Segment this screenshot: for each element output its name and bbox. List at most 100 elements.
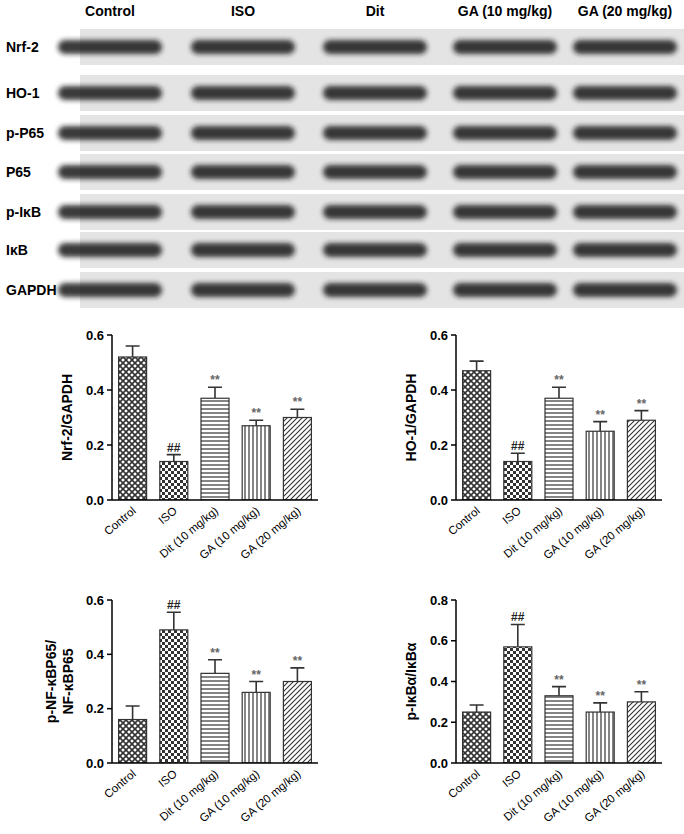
x-axis: [112, 762, 318, 764]
error-bar: [208, 660, 222, 674]
y-axis: [111, 335, 113, 500]
x-axis: [456, 499, 662, 501]
bar: [119, 720, 147, 763]
lane-label: ISO: [231, 3, 255, 19]
band: [573, 283, 677, 297]
plot-area: [463, 361, 656, 500]
bar: [160, 462, 188, 501]
band: [191, 165, 295, 179]
band: [58, 243, 162, 257]
plot-area: [463, 624, 656, 763]
protein-label: HO-1: [6, 85, 40, 101]
blot-strip: [80, 272, 684, 308]
x-axis: [112, 499, 318, 501]
band: [323, 205, 427, 219]
bar: [627, 702, 655, 763]
y-tick-label: 0.0: [86, 756, 104, 771]
y-tick: [451, 640, 456, 642]
band: [323, 283, 427, 297]
blot-strip: [80, 232, 684, 268]
band: [58, 40, 162, 54]
band: [58, 126, 162, 140]
protein-label: Nrf-2: [6, 39, 39, 55]
figure: ControlISODitGA (10 mg/kg)GA (20 mg/kg)N…: [0, 0, 684, 834]
y-tick-label: 0.6: [86, 593, 104, 608]
significance-mark: **: [293, 654, 303, 668]
significance-mark: **: [252, 406, 262, 420]
protein-label: p-P65: [6, 125, 44, 141]
blot-strip: [80, 75, 684, 111]
band: [191, 40, 295, 54]
band: [323, 243, 427, 257]
protein-label: GAPDH: [6, 282, 57, 298]
bar: [627, 420, 655, 500]
y-tick-label: 0.6: [430, 633, 448, 648]
plot-area: [119, 612, 312, 763]
bar: [586, 431, 614, 500]
protein-label: P65: [6, 164, 31, 180]
y-axis-label: Nrf-2/GAPDH: [59, 374, 75, 461]
bar: [242, 692, 270, 763]
y-tick-label: 0.6: [430, 328, 448, 343]
error-bar: [593, 422, 607, 432]
error-bar: [634, 411, 648, 421]
lane-label: Control: [85, 3, 135, 19]
y-tick-label: 0.0: [430, 756, 448, 771]
category-label: Control: [446, 767, 482, 800]
error-bar: [126, 346, 140, 357]
y-tick: [107, 334, 112, 336]
y-tick-label: 0.0: [86, 493, 104, 508]
y-tick-label: 0.6: [86, 328, 104, 343]
significance-mark: ##: [511, 439, 525, 453]
lane-label: Dit: [366, 3, 385, 19]
category-label: ISO: [156, 504, 179, 526]
error-bar: [552, 387, 566, 398]
significance-mark: **: [637, 397, 647, 411]
band: [58, 165, 162, 179]
bar: [283, 682, 311, 764]
band: [453, 40, 557, 54]
bar: [504, 647, 532, 763]
significance-mark: **: [252, 668, 262, 682]
bar: [201, 673, 229, 763]
bar: [504, 462, 532, 501]
y-tick: [107, 444, 112, 446]
category-label: ISO: [500, 767, 523, 789]
band: [58, 86, 162, 100]
band: [323, 40, 427, 54]
y-tick-label: 0.4: [430, 383, 449, 398]
significance-mark: **: [210, 373, 220, 387]
band: [573, 165, 677, 179]
band: [323, 165, 427, 179]
bar: [545, 398, 573, 500]
band: [453, 86, 557, 100]
bar: [586, 712, 614, 763]
y-tick: [107, 389, 112, 391]
bar: [463, 712, 491, 763]
bar: [160, 630, 188, 763]
y-tick: [107, 499, 112, 501]
band: [58, 205, 162, 219]
significance-mark: **: [637, 678, 647, 692]
error-bar: [126, 706, 140, 720]
band: [191, 205, 295, 219]
bar: [463, 371, 491, 500]
y-tick-label: 0.8: [430, 593, 448, 608]
significance-mark: ##: [167, 441, 181, 455]
band: [453, 283, 557, 297]
bar: [283, 418, 311, 501]
y-tick-label: 0.2: [86, 438, 104, 453]
band: [573, 243, 677, 257]
error-bar: [167, 612, 181, 630]
bar: [201, 398, 229, 500]
error-bar: [167, 455, 181, 462]
significance-mark: **: [596, 689, 606, 703]
significance-mark: **: [554, 373, 564, 387]
error-bar: [634, 692, 648, 702]
band: [323, 126, 427, 140]
band: [191, 283, 295, 297]
category-label: GA (20 mg/kg): [582, 767, 647, 824]
y-tick-label: 0.0: [430, 493, 448, 508]
y-tick: [107, 654, 112, 656]
y-axis-label: p-NF-κBP65/NF-κBP65: [43, 640, 76, 723]
